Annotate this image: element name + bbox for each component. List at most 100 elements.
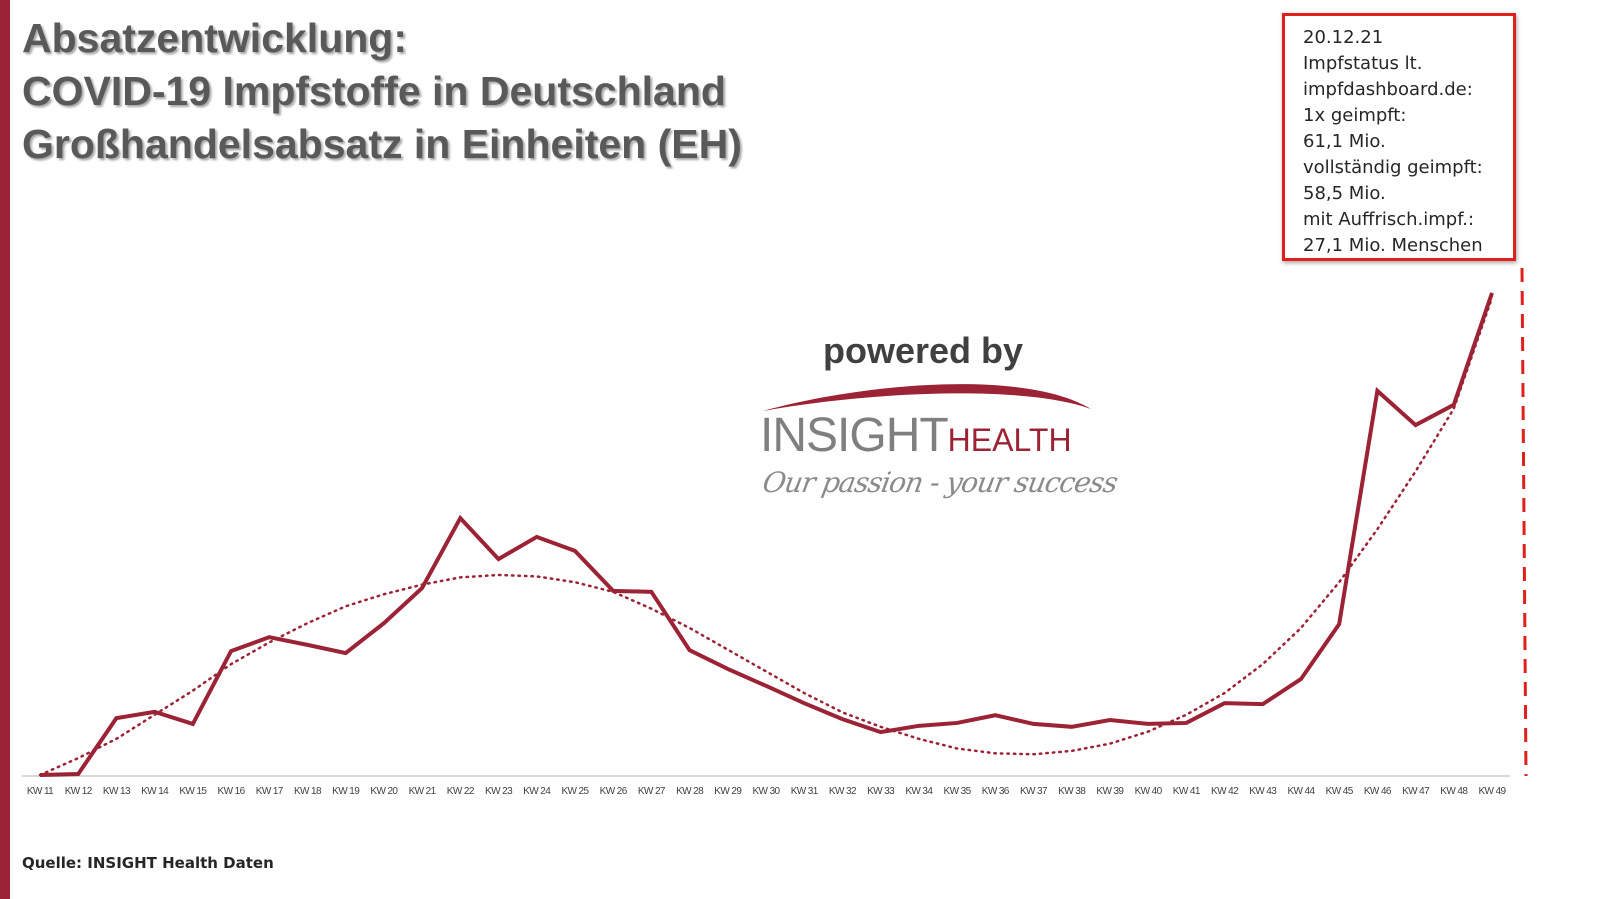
source-note: Quelle: INSIGHT Health Daten bbox=[22, 854, 274, 872]
x-tick-label: KW 12 bbox=[65, 786, 93, 797]
data-point-kw32 bbox=[841, 718, 843, 720]
logo-brand-main: INSIGHT bbox=[760, 409, 949, 462]
insight-health-logo: powered by INSIGHTHEALTH Our passion - y… bbox=[755, 330, 1120, 520]
x-tick-label: KW 16 bbox=[218, 786, 246, 797]
x-tick-label: KW 33 bbox=[867, 786, 895, 797]
x-tick-label: KW 13 bbox=[103, 786, 131, 797]
title-line-1: Absatzentwicklung: bbox=[22, 15, 407, 61]
x-tick-label: KW 28 bbox=[676, 786, 704, 797]
info-line: Impfstatus lt. bbox=[1303, 53, 1423, 74]
data-point-kw26 bbox=[612, 590, 614, 592]
data-point-kw35 bbox=[956, 722, 958, 724]
x-tick-label: KW 43 bbox=[1249, 786, 1277, 797]
x-tick-label: KW 29 bbox=[714, 786, 742, 797]
title-line-3: Großhandelsabsatz in Einheiten (EH) bbox=[22, 121, 742, 167]
data-point-kw22 bbox=[459, 517, 461, 519]
x-tick-label: KW 42 bbox=[1211, 786, 1239, 797]
x-tick-label: KW 41 bbox=[1173, 786, 1201, 797]
x-tick-label: KW 48 bbox=[1440, 786, 1468, 797]
data-point-kw25 bbox=[574, 550, 576, 552]
data-point-kw38 bbox=[1071, 726, 1073, 728]
data-point-kw18 bbox=[306, 644, 308, 646]
x-tick-label: KW 25 bbox=[561, 786, 589, 797]
x-tick-label: KW 27 bbox=[638, 786, 666, 797]
x-tick-label: KW 47 bbox=[1402, 786, 1430, 797]
x-tick-label: KW 26 bbox=[600, 786, 628, 797]
data-point-kw39 bbox=[1109, 719, 1111, 721]
x-tick-label: KW 49 bbox=[1478, 786, 1506, 797]
x-tick-label: KW 32 bbox=[829, 786, 857, 797]
data-point-kw44 bbox=[1300, 678, 1302, 680]
x-tick-label: KW 19 bbox=[332, 786, 360, 797]
info-line: mit Auffrisch.impf.: bbox=[1303, 209, 1475, 230]
vertical-marker-line bbox=[1520, 267, 1528, 777]
x-tick-label: KW 15 bbox=[179, 786, 207, 797]
x-tick-label: KW 39 bbox=[1096, 786, 1124, 797]
data-point-kw42 bbox=[1224, 702, 1226, 704]
x-tick-label: KW 36 bbox=[982, 786, 1010, 797]
x-tick-label: KW 17 bbox=[256, 786, 284, 797]
x-tick-label: KW 11 bbox=[27, 786, 54, 797]
x-tick-label: KW 45 bbox=[1326, 786, 1354, 797]
x-tick-label: KW 30 bbox=[752, 786, 780, 797]
x-tick-label: KW 40 bbox=[1135, 786, 1163, 797]
data-point-kw24 bbox=[536, 536, 538, 538]
x-tick-label: KW 37 bbox=[1020, 786, 1048, 797]
data-point-kw37 bbox=[1032, 723, 1034, 725]
x-tick-label: KW 23 bbox=[485, 786, 513, 797]
trend-line bbox=[38, 296, 1494, 777]
data-point-kw45 bbox=[1338, 623, 1340, 625]
sales-series bbox=[39, 292, 1494, 777]
data-point-kw49 bbox=[1491, 292, 1493, 294]
x-tick-label: KW 22 bbox=[447, 786, 475, 797]
info-line: 61,1 Mio. bbox=[1303, 131, 1386, 152]
x-tick-label: KW 44 bbox=[1287, 786, 1315, 797]
data-point-kw14 bbox=[154, 711, 156, 713]
data-point-kw13 bbox=[115, 717, 117, 719]
info-line: 27,1 Mio. Menschen bbox=[1303, 235, 1483, 256]
data-point-kw43 bbox=[1262, 703, 1264, 705]
data-point-kw28 bbox=[689, 649, 691, 651]
x-tick-label: KW 46 bbox=[1364, 786, 1392, 797]
data-point-kw36 bbox=[994, 714, 996, 716]
data-point-kw29 bbox=[727, 668, 729, 670]
data-point-kw48 bbox=[1453, 404, 1455, 406]
title-line-2: COVID-19 Impfstoffe in Deutschland bbox=[22, 68, 726, 114]
data-point-kw16 bbox=[230, 650, 232, 652]
chart-title: Absatzentwicklung: COVID-19 Impfstoffe i… bbox=[22, 12, 742, 171]
data-point-kw30 bbox=[765, 685, 767, 687]
x-tick-label: KW 34 bbox=[905, 786, 933, 797]
logo-brand: INSIGHTHEALTH bbox=[760, 408, 1072, 463]
info-line: 1x geimpft: bbox=[1303, 105, 1407, 126]
x-tick-label: KW 31 bbox=[791, 786, 819, 797]
data-point-kw34 bbox=[918, 725, 920, 727]
data-point-kw17 bbox=[268, 636, 270, 638]
powered-by-label: powered by bbox=[823, 330, 1024, 371]
data-point-kw20 bbox=[383, 622, 385, 624]
data-point-kw33 bbox=[880, 731, 882, 733]
x-tick-label: KW 24 bbox=[523, 786, 551, 797]
data-point-kw46 bbox=[1376, 390, 1378, 392]
data-point-kw40 bbox=[1147, 723, 1149, 725]
x-tick-label: KW 20 bbox=[370, 786, 398, 797]
info-line: 20.12.21 bbox=[1303, 27, 1384, 48]
left-accent-bar bbox=[0, 0, 10, 899]
trend-series bbox=[38, 296, 1494, 777]
x-tick-label: KW 14 bbox=[141, 786, 169, 797]
x-tick-label: KW 21 bbox=[409, 786, 437, 797]
logo-swoosh-icon bbox=[763, 384, 1091, 411]
info-line: 58,5 Mio. bbox=[1303, 183, 1386, 204]
data-point-kw21 bbox=[421, 587, 423, 589]
data-point-kw11 bbox=[39, 774, 41, 776]
info-line: impfdashboard.de: bbox=[1303, 79, 1473, 100]
x-tick-label: KW 35 bbox=[944, 786, 972, 797]
data-point-kw27 bbox=[650, 591, 652, 593]
vaccination-status-box: 20.12.21 Impfstatus lt. impfdashboard.de… bbox=[1282, 13, 1516, 261]
x-tick-label: KW 18 bbox=[294, 786, 322, 797]
data-point-kw31 bbox=[803, 702, 805, 704]
info-line: vollständig geimpft: bbox=[1303, 157, 1483, 178]
x-axis-labels: KW 11 KW 12 KW 13 KW 14 KW 15 KW 16 KW 17 KW 18… bbox=[27, 786, 1507, 797]
x-tick-label: KW 38 bbox=[1058, 786, 1086, 797]
data-point-kw15 bbox=[192, 723, 194, 725]
